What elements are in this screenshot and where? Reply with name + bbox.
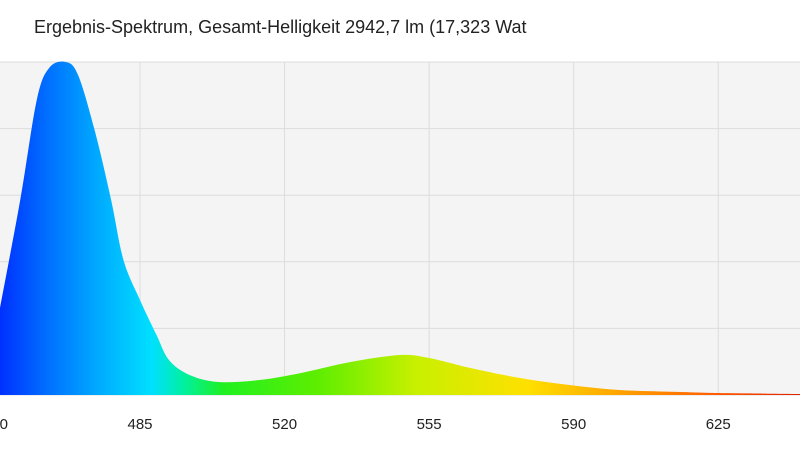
x-tick-label: 450 <box>0 416 8 433</box>
x-tick-label: 520 <box>272 416 297 433</box>
x-tick-label: 485 <box>127 416 152 433</box>
labels: 00.20.40.60.81450485520555590625 <box>0 416 731 433</box>
chart-title: Ergebnis-Spektrum, Gesamt-Helligkeit 294… <box>34 17 527 37</box>
spectrum-area <box>0 61 800 395</box>
x-tick-label: 555 <box>417 416 442 433</box>
x-tick-label: 590 <box>561 416 586 433</box>
x-tick-label: 625 <box>706 416 731 433</box>
grid <box>0 61 800 396</box>
marks <box>0 61 800 395</box>
